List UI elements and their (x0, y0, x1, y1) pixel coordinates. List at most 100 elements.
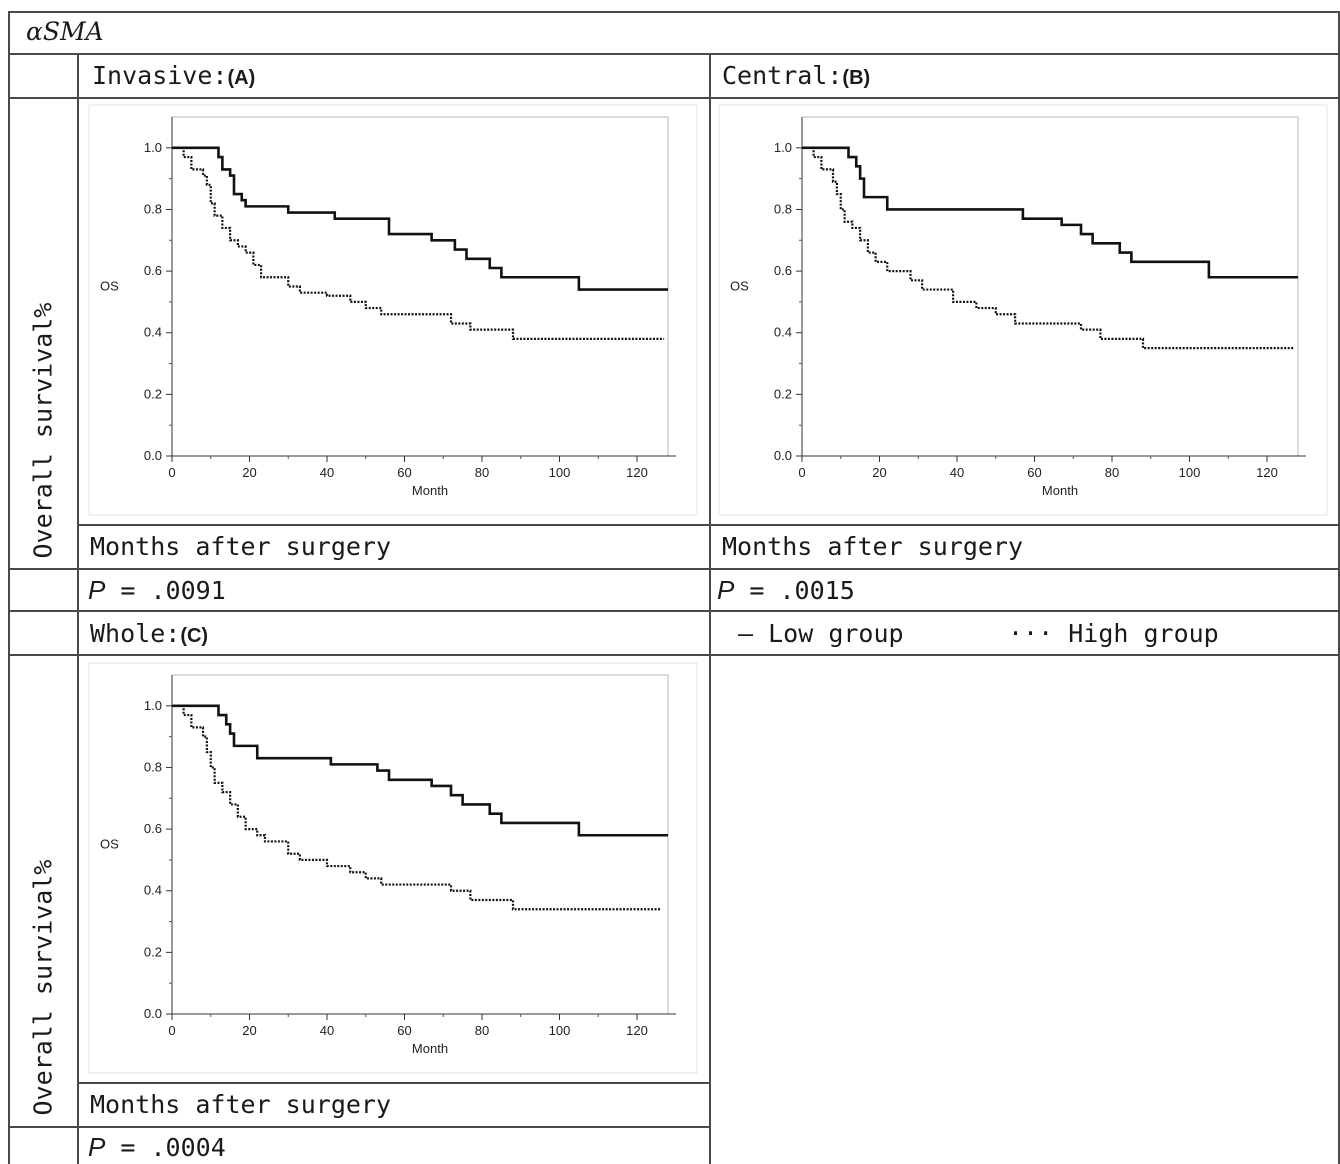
x-tick-label: 60 (1027, 465, 1041, 480)
x-tick-label: 20 (242, 465, 256, 480)
x-tick-label: 40 (950, 465, 964, 480)
panel-b-letter: (B) (842, 67, 871, 89)
legend-low-label: Low group (768, 619, 904, 648)
x-axis-label: Month (412, 1041, 448, 1056)
y-tick-label: 0.6 (144, 263, 162, 278)
low-group-curve (172, 146, 668, 291)
y-tick-label: 1.0 (144, 698, 162, 713)
panel-c-pvalue: P = .0004 (88, 1132, 226, 1163)
y-tick-label: 0.0 (144, 448, 162, 463)
plot-area (171, 674, 669, 1015)
y-tick-label: 0.8 (144, 759, 162, 774)
p-value: = .0091 (120, 576, 226, 605)
grid-line (77, 524, 1340, 526)
panel-a-region: Invasive: (92, 61, 228, 90)
grid-line (8, 53, 1340, 55)
panel-a-header: Invasive:(A) (92, 61, 255, 93)
y-tick-label: 1.0 (774, 140, 792, 155)
p-symbol: P (717, 575, 735, 605)
panel-b-pvalue: P = .0015 (717, 575, 855, 606)
x-tick-label: 60 (397, 465, 411, 480)
y-axis-label: OS (100, 279, 119, 294)
high-group-curve (172, 704, 661, 911)
x-tick-label: 20 (242, 1023, 256, 1038)
grid-line (8, 11, 10, 1164)
x-tick-label: 120 (626, 465, 648, 480)
grid-line (8, 97, 1340, 99)
p-symbol: P (88, 575, 106, 605)
panel-b-xcaption: Months after surgery (722, 532, 1024, 561)
plot-area (171, 116, 669, 457)
grid-line (77, 53, 79, 1164)
x-tick-label: 40 (320, 1023, 334, 1038)
y-tick-label: 0.4 (774, 325, 792, 340)
y-tick-label: 0.4 (144, 325, 162, 340)
grid-line (8, 610, 1340, 612)
x-tick-label: 100 (549, 465, 571, 480)
panel-b-header: Central:(B) (722, 61, 870, 93)
legend-low-symbol: — (738, 619, 754, 648)
row-label-bottom: Overall survival% (28, 859, 58, 1116)
chart-frame (88, 662, 698, 1074)
panel-a-letter: (A) (227, 67, 256, 89)
y-tick-label: 0.6 (774, 263, 792, 278)
legend-high: ··· High group (1008, 619, 1219, 649)
x-tick-label: 80 (1105, 465, 1119, 480)
p-value: = .0004 (120, 1133, 226, 1162)
panel-c-region: Whole: (90, 619, 181, 648)
x-axis-label: Month (412, 483, 448, 498)
x-tick-label: 100 (549, 1023, 571, 1038)
x-tick-label: 0 (168, 465, 175, 480)
row-label-top: Overall survival% (28, 302, 58, 559)
km-chart-invasive: 0.0 0.2 0.4 0.6 0.8 1.0 0 20 40 60 80 100 120 Month OS (88, 104, 698, 516)
panel-b-region: Central: (722, 61, 843, 90)
legend-high-symbol: ··· (1008, 619, 1054, 648)
panel-c-header: Whole:(C) (90, 619, 208, 651)
grid-line (8, 1126, 711, 1128)
y-tick-label: 0.2 (144, 944, 162, 959)
km-chart-central: 0.0 0.2 0.4 0.6 0.8 1.0 0 20 40 60 80 100 120 Month OS (718, 104, 1328, 516)
low-group-curve (802, 146, 1298, 279)
panel-c-xcaption: Months after surgery (90, 1090, 392, 1119)
x-tick-label: 80 (475, 465, 489, 480)
marker-title: αSMA (26, 17, 104, 46)
chart-frame (88, 104, 698, 516)
grid-line (8, 568, 1340, 570)
grid-line (77, 1082, 711, 1084)
y-tick-label: 0.0 (774, 448, 792, 463)
y-tick-label: 0.8 (144, 201, 162, 216)
high-group-curve (802, 146, 1295, 350)
panel-c-letter: (C) (180, 625, 209, 647)
legend: — Low group (738, 619, 904, 649)
legend-high-label: High group (1068, 619, 1219, 648)
y-tick-label: 1.0 (144, 140, 162, 155)
chart-frame (718, 104, 1328, 516)
plot-area (801, 116, 1299, 457)
x-tick-label: 0 (168, 1023, 175, 1038)
y-tick-label: 0.6 (144, 821, 162, 836)
x-tick-label: 100 (1179, 465, 1201, 480)
x-tick-label: 0 (798, 465, 805, 480)
km-chart-whole: 0.0 0.2 0.4 0.6 0.8 1.0 0 20 40 60 80 100 120 Month OS (88, 662, 698, 1074)
grid-line (8, 654, 1340, 656)
x-tick-label: 20 (872, 465, 886, 480)
x-tick-label: 40 (320, 465, 334, 480)
y-tick-label: 0.4 (144, 883, 162, 898)
y-tick-label: 0.2 (144, 386, 162, 401)
grid-line (709, 53, 711, 1164)
grid-line (8, 11, 1340, 13)
high-group-curve (172, 146, 665, 340)
panel-a-pvalue: P = .0091 (88, 575, 226, 606)
low-group-curve (172, 704, 668, 837)
grid-line (1338, 11, 1340, 1164)
x-tick-label: 80 (475, 1023, 489, 1038)
x-tick-label: 120 (1256, 465, 1278, 480)
y-tick-label: 0.0 (144, 1006, 162, 1021)
y-axis-label: OS (730, 279, 749, 294)
x-axis-label: Month (1042, 483, 1078, 498)
x-tick-label: 120 (626, 1023, 648, 1038)
y-tick-label: 0.8 (774, 201, 792, 216)
p-value: = .0015 (749, 576, 855, 605)
panel-a-xcaption: Months after surgery (90, 532, 392, 561)
p-symbol: P (88, 1132, 106, 1162)
